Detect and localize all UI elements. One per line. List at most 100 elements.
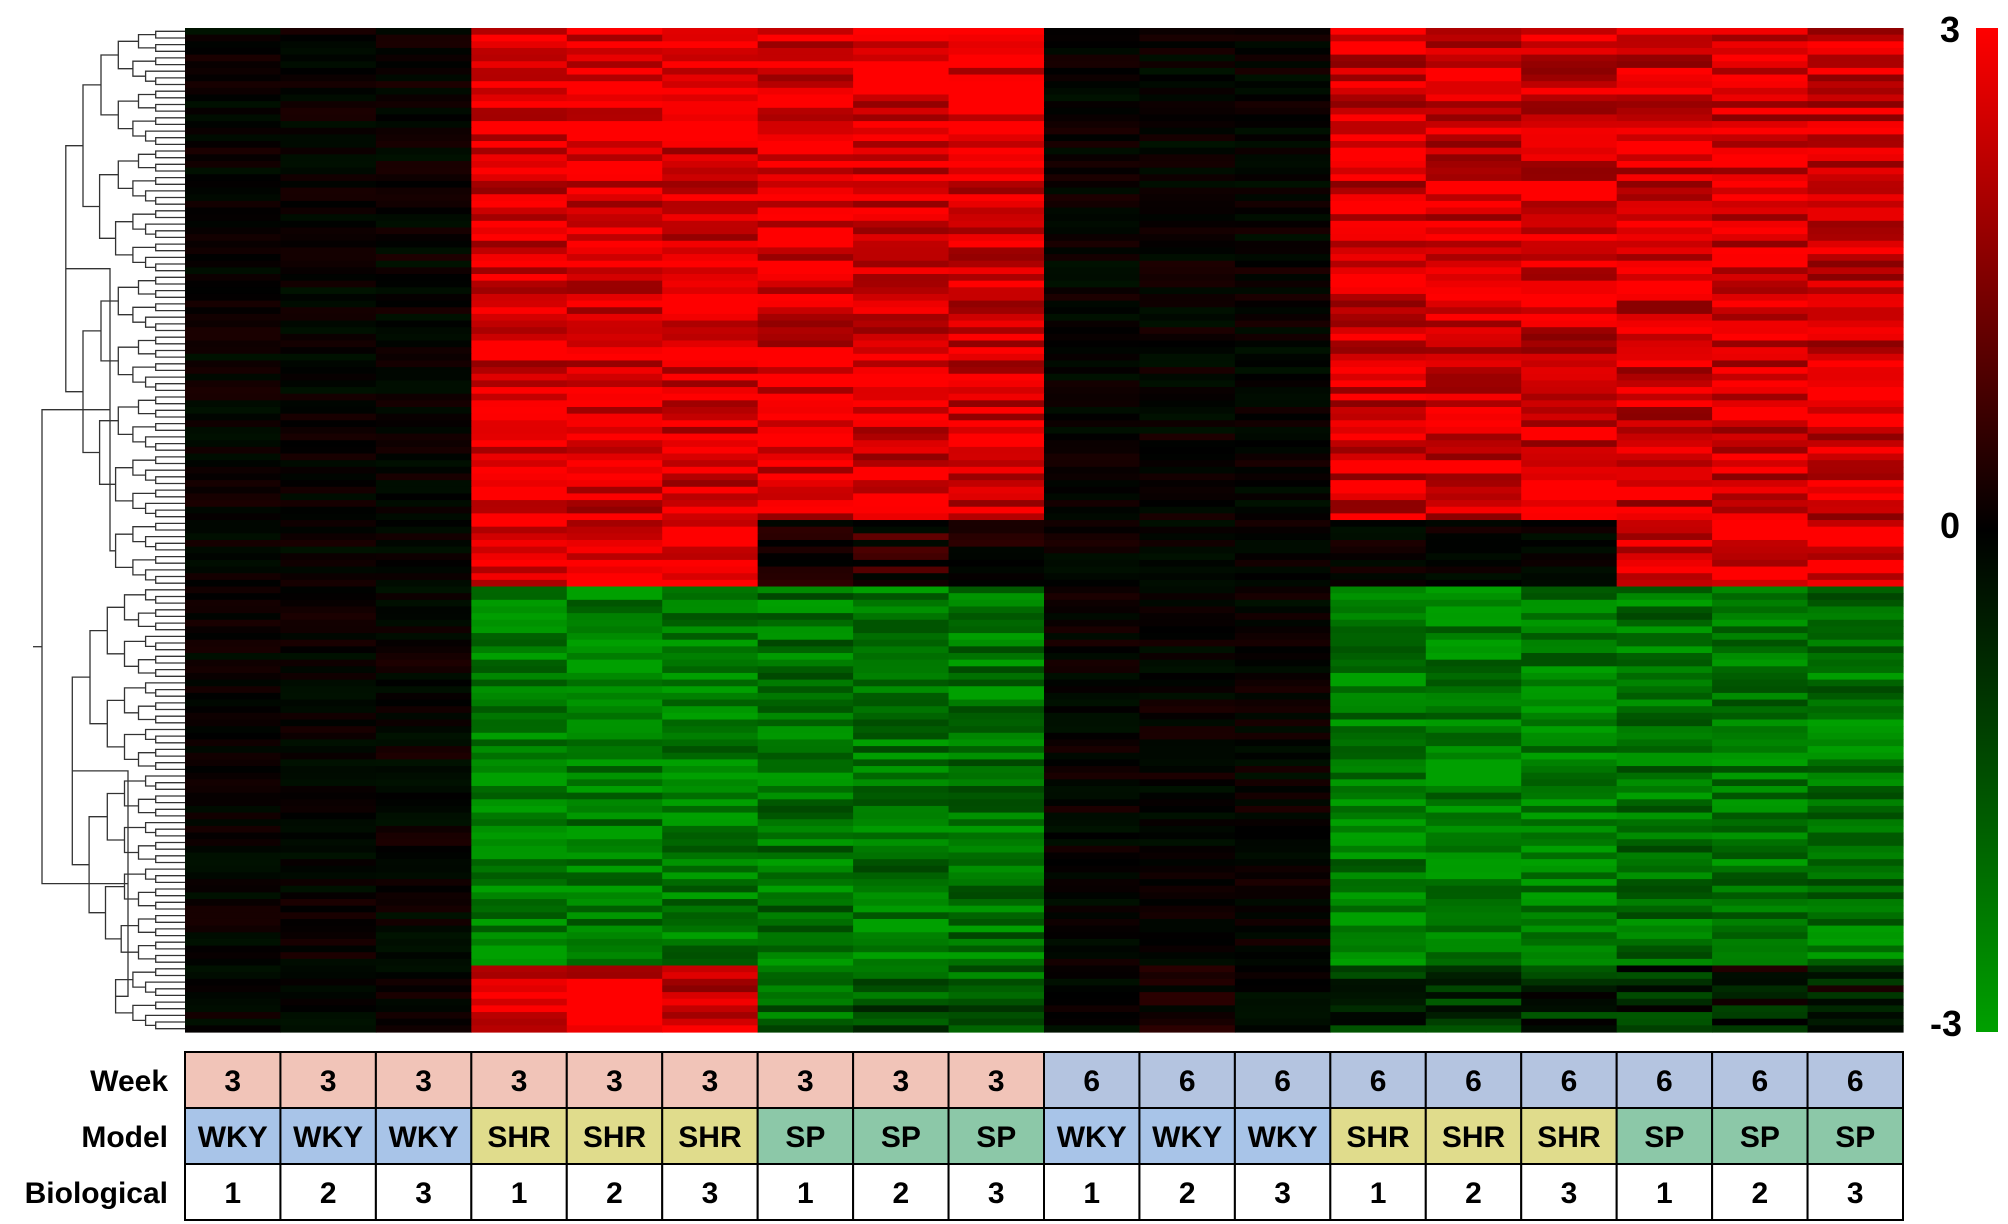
- heatmap-cell: [948, 1025, 1045, 1033]
- heatmap-cell: [1616, 699, 1713, 707]
- heatmap-cell: [1139, 799, 1236, 807]
- heatmap-cell: [1521, 978, 1618, 987]
- heatmap-cell: [1330, 639, 1427, 647]
- heatmap-cell: [280, 373, 377, 381]
- dendrogram-branch: [106, 792, 125, 841]
- heatmap-cell: [1425, 387, 1522, 395]
- heatmap-cell: [375, 785, 472, 794]
- heatmap-cell: [1425, 293, 1522, 302]
- heatmap-cell: [662, 825, 759, 834]
- heatmap-cell: [375, 759, 472, 767]
- heatmap-cell: [662, 832, 759, 840]
- heatmap-cell: [185, 254, 282, 262]
- heatmap-cell: [566, 506, 663, 514]
- dendrogram-branch: [106, 606, 125, 655]
- heatmap-cell: [566, 287, 663, 295]
- heatmap-cell: [1425, 160, 1522, 169]
- heatmap-cell: [1425, 912, 1522, 920]
- heatmap-cell: [471, 520, 568, 528]
- heatmap-cell: [757, 885, 854, 893]
- heatmap-cell: [1139, 307, 1236, 315]
- heatmap-cell: [1139, 413, 1236, 421]
- heatmap-cell: [375, 307, 472, 315]
- heatmap-cell: [948, 606, 1045, 614]
- heatmap-cell: [280, 566, 377, 574]
- heatmap-cell: [471, 360, 568, 368]
- heatmap-cell: [566, 819, 663, 827]
- heatmap-cell: [566, 387, 663, 395]
- heatmap-cell: [1521, 573, 1618, 581]
- heatmap-cell: [1044, 859, 1141, 867]
- heatmap-cell: [1521, 94, 1618, 102]
- heatmap-cell: [471, 466, 568, 475]
- heatmap-cell: [1330, 672, 1427, 681]
- heatmap-cell: [853, 353, 950, 362]
- heatmap-cell: [1616, 47, 1713, 56]
- heatmap-cell: [566, 759, 663, 767]
- heatmap-cell: [662, 320, 759, 328]
- heatmap-cell: [280, 420, 377, 428]
- heatmap-cell: [662, 992, 759, 1000]
- heatmap-cell: [948, 779, 1045, 787]
- heatmap-cell: [757, 214, 854, 222]
- heatmap-cell: [757, 899, 854, 907]
- heatmap-cell: [1425, 885, 1522, 893]
- heatmap-cell: [757, 247, 854, 255]
- heatmap-cell: [1139, 160, 1236, 169]
- annotation-value: SHR: [678, 1121, 742, 1154]
- heatmap-cell: [375, 892, 472, 900]
- heatmap-cell: [1234, 1018, 1331, 1026]
- heatmap-cell: [1139, 207, 1236, 215]
- heatmap-cell: [1234, 214, 1331, 222]
- heatmap-cell: [375, 792, 472, 800]
- dendrogram-branch: [144, 821, 185, 834]
- heatmap-cell: [280, 307, 377, 315]
- heatmap-cell: [1234, 227, 1331, 235]
- heatmap-cell: [280, 679, 377, 687]
- heatmap-cell: [1044, 121, 1141, 129]
- heatmap-cell: [948, 905, 1045, 913]
- heatmap-cell: [853, 772, 950, 780]
- heatmap-cell: [471, 300, 568, 308]
- dendrogram-branch: [144, 728, 185, 741]
- heatmap-cell: [1425, 367, 1522, 375]
- heatmap-cell: [1712, 699, 1809, 707]
- heatmap-cell: [1330, 194, 1427, 202]
- heatmap-cell: [375, 938, 472, 947]
- heatmap-cell: [280, 646, 377, 654]
- heatmap-cell: [280, 94, 377, 102]
- heatmap-cell: [1521, 520, 1618, 528]
- heatmap-cell: [1234, 845, 1331, 854]
- heatmap-cell: [566, 107, 663, 116]
- heatmap-cell: [1616, 938, 1713, 947]
- heatmap-cell: [1616, 446, 1713, 455]
- heatmap-cell: [1616, 905, 1713, 913]
- dendrogram-branch: [82, 330, 101, 454]
- heatmap-cell: [471, 679, 568, 687]
- heatmap-cell: [1616, 839, 1713, 847]
- heatmap-cell: [566, 792, 663, 800]
- heatmap-cell: [1234, 958, 1331, 967]
- heatmap-cell: [1616, 134, 1713, 142]
- heatmap-cell: [662, 147, 759, 155]
- heatmap-cell: [566, 393, 663, 401]
- dendrogram-branch: [117, 160, 139, 190]
- heatmap-cell: [1712, 852, 1809, 860]
- heatmap-cell: [375, 333, 472, 342]
- heatmap-cell: [375, 353, 472, 362]
- heatmap-cell: [757, 480, 854, 488]
- heatmap-cell: [375, 440, 472, 448]
- heatmap-cell: [566, 493, 663, 501]
- heatmap-cell: [1139, 912, 1236, 920]
- heatmap-cell: [1521, 174, 1618, 182]
- heatmap-cell: [757, 945, 854, 953]
- heatmap-cell: [662, 67, 759, 76]
- heatmap-cell: [662, 759, 759, 767]
- heatmap-cell: [1139, 274, 1236, 282]
- heatmap-cell: [1330, 426, 1427, 435]
- heatmap-cell: [1521, 566, 1618, 574]
- heatmap-cell: [1616, 1018, 1713, 1026]
- heatmap-cell: [566, 633, 663, 641]
- heatmap-cell: [853, 692, 950, 701]
- heatmap-cell: [1807, 925, 1904, 933]
